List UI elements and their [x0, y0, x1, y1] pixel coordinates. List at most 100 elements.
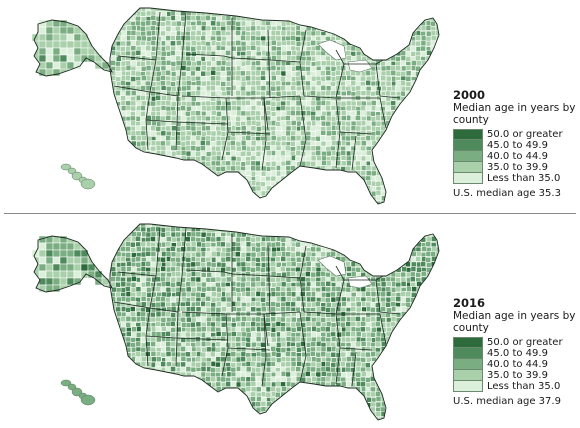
county	[120, 65, 127, 72]
hawaii-island	[80, 394, 96, 406]
county	[355, 296, 361, 302]
county	[115, 281, 121, 288]
county	[410, 45, 416, 52]
hawaii-island	[67, 383, 77, 391]
county	[160, 50, 167, 57]
county	[130, 296, 136, 303]
county	[325, 361, 331, 368]
county	[315, 321, 322, 327]
county	[155, 276, 161, 283]
county	[226, 105, 232, 111]
county	[340, 150, 346, 156]
county	[271, 336, 277, 343]
county	[235, 165, 242, 171]
county	[59, 242, 68, 251]
state-border	[379, 95, 401, 99]
county	[251, 50, 257, 57]
county	[270, 175, 277, 182]
county	[156, 242, 162, 248]
county	[220, 241, 226, 248]
county	[365, 125, 372, 131]
county	[155, 331, 162, 337]
county	[255, 105, 262, 112]
county	[240, 70, 246, 77]
county	[331, 130, 337, 136]
county	[261, 246, 267, 252]
county	[190, 276, 196, 283]
county	[235, 301, 241, 307]
county	[59, 47, 68, 56]
county	[161, 11, 167, 17]
county	[210, 136, 216, 142]
county	[200, 277, 206, 283]
county	[325, 297, 331, 303]
county	[345, 331, 351, 337]
county	[225, 311, 232, 318]
county	[245, 45, 252, 51]
county	[290, 141, 296, 147]
county	[405, 70, 412, 76]
county	[165, 281, 171, 287]
county	[431, 236, 437, 242]
county	[140, 311, 146, 318]
county	[341, 75, 347, 81]
county	[335, 296, 342, 302]
county	[380, 296, 386, 303]
county	[171, 21, 177, 27]
county	[145, 140, 151, 147]
county	[145, 351, 151, 358]
county	[45, 256, 54, 265]
legend-item: 50.0 or greater	[453, 129, 578, 140]
county	[38, 33, 47, 42]
county	[261, 56, 267, 62]
county	[45, 242, 54, 251]
county	[390, 321, 396, 327]
county	[371, 327, 377, 333]
county	[246, 316, 252, 322]
county	[175, 321, 182, 327]
county	[130, 282, 137, 288]
county	[310, 296, 316, 303]
county	[221, 306, 227, 312]
county	[205, 105, 212, 112]
county	[175, 80, 182, 86]
county	[221, 76, 227, 82]
county	[235, 100, 242, 106]
county	[130, 287, 137, 293]
county	[390, 316, 397, 322]
county	[66, 277, 75, 286]
county	[371, 140, 377, 146]
county	[211, 45, 217, 52]
county	[405, 51, 411, 57]
county	[59, 61, 68, 70]
county	[250, 371, 256, 378]
county	[150, 336, 157, 343]
county	[305, 316, 311, 322]
county	[250, 381, 257, 387]
county	[275, 371, 281, 377]
legend-2016: 2016 Median age in years by county 50.0 …	[453, 297, 578, 408]
county	[145, 25, 151, 32]
county	[220, 105, 227, 111]
county	[120, 316, 126, 322]
county	[150, 130, 156, 137]
county	[265, 176, 271, 182]
county	[260, 251, 266, 257]
county	[150, 316, 157, 323]
county	[350, 331, 356, 337]
county	[260, 281, 266, 287]
county	[275, 30, 281, 36]
median-age-note: U.S. median age 35.3	[453, 188, 561, 199]
legend-year: 2016	[453, 296, 486, 310]
county	[310, 281, 317, 288]
county	[260, 376, 267, 383]
county	[265, 110, 272, 116]
county	[330, 311, 336, 318]
county	[276, 251, 282, 257]
county	[350, 135, 356, 142]
county	[205, 70, 212, 77]
county	[45, 263, 54, 272]
county	[371, 165, 377, 172]
county	[216, 291, 222, 298]
county	[265, 41, 271, 47]
